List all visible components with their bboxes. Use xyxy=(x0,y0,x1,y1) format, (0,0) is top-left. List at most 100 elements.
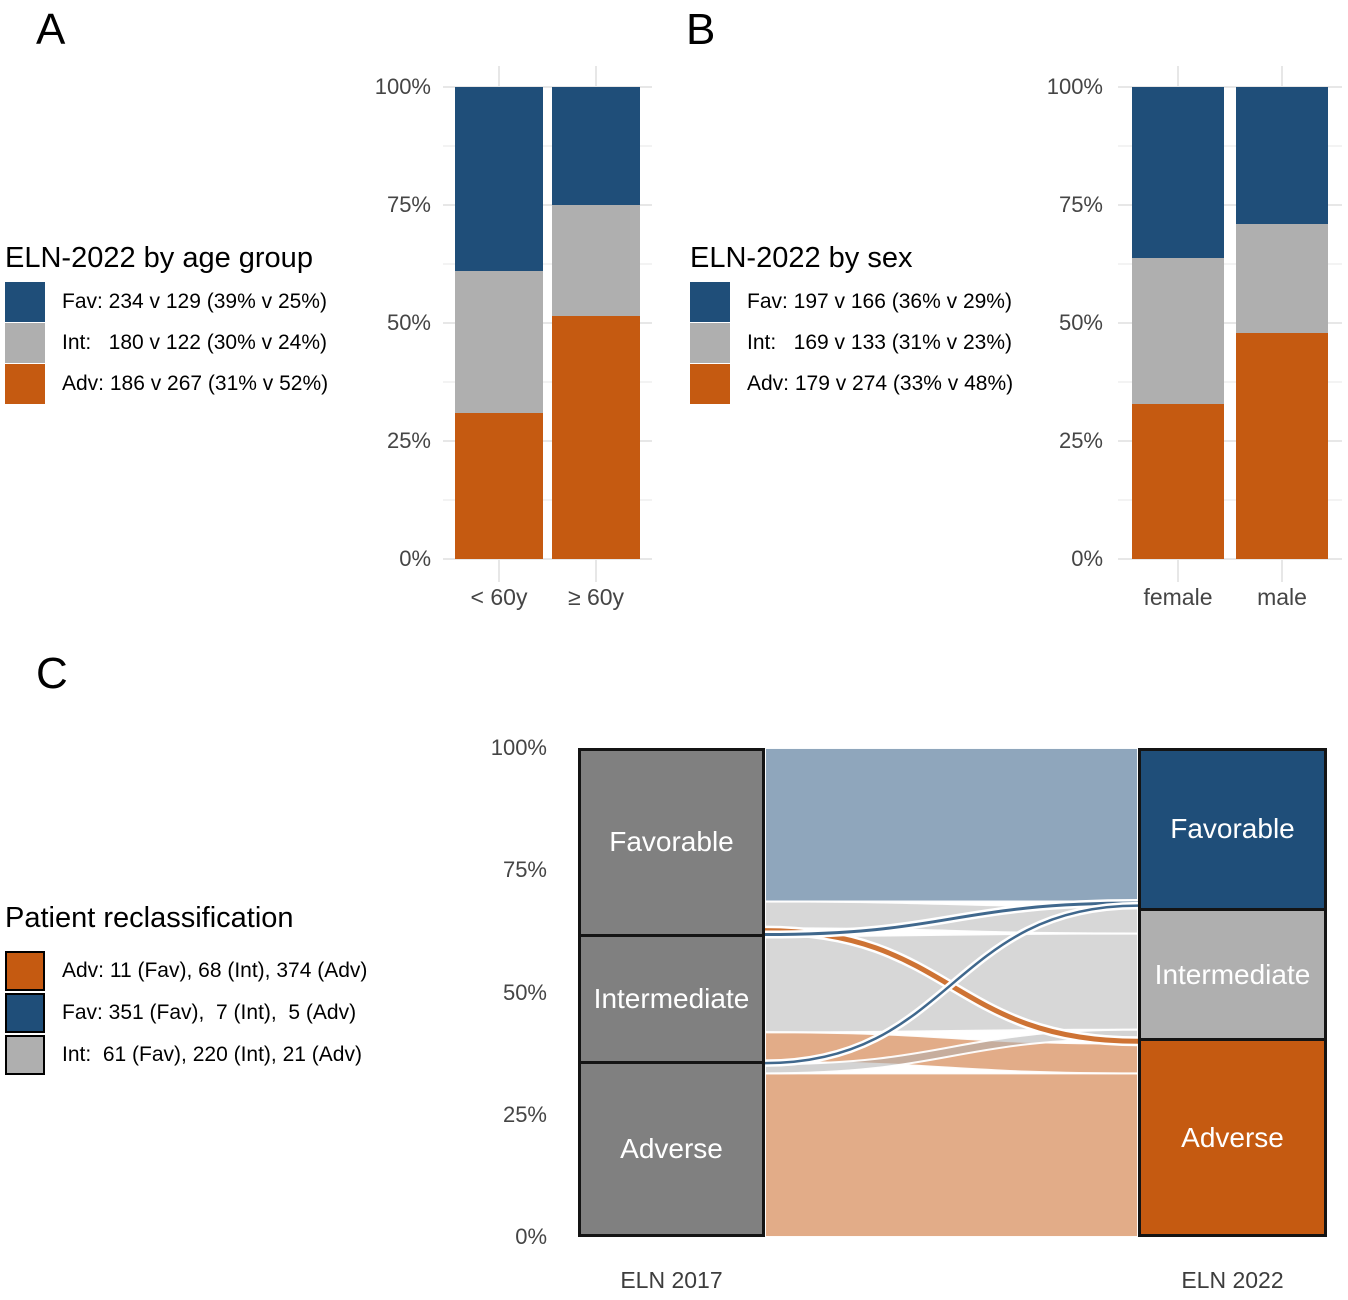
bar-segment-int xyxy=(552,204,640,316)
stratum-eln2022-adverse: Adverse xyxy=(1141,1038,1324,1234)
fav-swatch xyxy=(690,281,730,322)
gridline-major xyxy=(1118,322,1342,324)
stratum-eln2017-column: Favorable Intermediate Adverse xyxy=(578,748,765,1237)
y-tick-label: 100% xyxy=(374,74,431,99)
gridline-minor xyxy=(443,499,652,501)
stratum-eln2017-intermediate: Intermediate xyxy=(581,933,762,1062)
y-tick-label: 0% xyxy=(1071,546,1103,571)
legend-c-int-label: Int: 61 (Fav), 220 (Int), 21 (Adv) xyxy=(62,1043,362,1066)
stratum-eln2017-favorable-label: Favorable xyxy=(609,826,734,858)
legend-c-fav-label: Fav: 351 (Fav), 7 (Int), 5 (Adv) xyxy=(62,1001,357,1024)
int-swatch xyxy=(5,1035,45,1075)
x-category-label: female xyxy=(1143,584,1213,610)
int-swatch xyxy=(690,322,730,363)
legend-b-item-adv: Adv: 179 v 274 (33% v 48%) xyxy=(690,363,1013,404)
x-category-label: male xyxy=(1257,584,1307,610)
legend-a-item-adv: Adv: 186 v 267 (31% v 52%) xyxy=(5,363,328,404)
stratum-eln2022-column: Favorable Intermediate Adverse xyxy=(1138,748,1327,1237)
gridline-major xyxy=(1118,204,1342,206)
bar-segment-adv xyxy=(552,315,640,559)
legend-b-int-label: Int: 169 v 133 (31% v 23%) xyxy=(747,330,1012,354)
flow-adverse-to-intermediate xyxy=(764,1028,1139,1075)
gridline-minor xyxy=(1118,499,1342,501)
legend-b-item-fav: Fav: 197 v 166 (36% v 29%) xyxy=(690,281,1013,322)
legend-a-int-label: Int: 180 v 122 (30% v 24%) xyxy=(62,330,327,354)
bar-male xyxy=(1236,87,1328,559)
bar-segment-fav xyxy=(1132,87,1224,258)
y-tick-label: 25% xyxy=(1058,428,1103,453)
legend-b-fav-label: Fav: 197 v 166 (36% v 29%) xyxy=(747,289,1012,313)
bar-segment-adv xyxy=(1236,333,1328,559)
stratum-eln2022-favorable-label: Favorable xyxy=(1170,813,1295,845)
stratum-eln2017-adverse-label: Adverse xyxy=(620,1133,723,1165)
bar-female xyxy=(1132,87,1224,559)
legend-c-item-int: Int: 61 (Fav), 220 (Int), 21 (Adv) xyxy=(5,1034,367,1076)
int-swatch xyxy=(5,322,45,363)
flow-adverse-to-favorable xyxy=(764,904,1139,1065)
gridline-major xyxy=(1118,440,1342,442)
legend-c-title: Patient reclassification xyxy=(5,902,294,934)
legend-a-item-int: Int: 180 v 122 (30% v 24%) xyxy=(5,322,328,363)
flow-intermediate-to-adverse xyxy=(764,1031,1139,1075)
stratum-eln2022-favorable: Favorable xyxy=(1141,751,1324,908)
axis-label-eln2017: ELN 2017 xyxy=(620,1267,723,1293)
adv-swatch xyxy=(5,363,45,404)
y-tick-label: 75% xyxy=(502,857,547,883)
bar-segment-adv xyxy=(1132,403,1224,559)
gridline-minor xyxy=(443,381,652,383)
gridline-major xyxy=(1118,86,1342,88)
legend-b-rows: Fav: 197 v 166 (36% v 29%) Int: 169 v 13… xyxy=(690,281,1013,404)
stratum-eln2022-adverse-label: Adverse xyxy=(1181,1121,1284,1153)
flow-intermediate-to-intermediate xyxy=(764,932,1139,1034)
y-tick-label: 75% xyxy=(1058,192,1103,217)
legend-b-title: ELN-2022 by sex xyxy=(690,242,913,274)
panel-b-letter: B xyxy=(686,5,716,54)
legend-a-title: ELN-2022 by age group xyxy=(5,242,313,274)
flow-favorable-to-favorable xyxy=(764,746,1139,903)
y-tick-label: 0% xyxy=(515,1224,547,1249)
y-tick-label: 50% xyxy=(386,310,431,335)
bar-segment-int xyxy=(1236,223,1328,334)
axis-label-eln2022: ELN 2022 xyxy=(1181,1267,1284,1293)
adv-swatch xyxy=(690,363,730,404)
bar-segment-adv xyxy=(455,412,543,559)
flow-intermediate-to-favorable xyxy=(764,901,1139,937)
stratum-eln2017-favorable: Favorable xyxy=(581,751,762,934)
gridline-minor xyxy=(443,263,652,265)
x-category-label: ≥ 60y xyxy=(567,584,625,610)
gridline-minor xyxy=(1118,263,1342,265)
bar-segment-fav xyxy=(552,87,640,205)
y-tick-label: 0% xyxy=(399,546,431,571)
adv-swatch xyxy=(5,951,45,991)
flow-favorable-to-intermediate xyxy=(764,900,1139,935)
legend-panel-c: Patient reclassification Adv: 11 (Fav), … xyxy=(5,900,367,1076)
legend-b-adv-label: Adv: 179 v 274 (33% v 48%) xyxy=(747,371,1014,395)
stratum-eln2017-adverse: Adverse xyxy=(581,1061,762,1234)
flow-favorable-to-adverse xyxy=(764,928,1139,1044)
gridline-major xyxy=(1118,558,1342,560)
panel-c-letter: C xyxy=(36,649,68,698)
y-tick-label: 25% xyxy=(502,1101,547,1127)
legend-c-item-adv: Adv: 11 (Fav), 68 (Int), 374 (Adv) xyxy=(5,950,367,992)
gridline-major xyxy=(443,204,652,206)
bar-segment-fav xyxy=(1236,87,1328,224)
legend-panel-b: ELN-2022 by sex Fav: 197 v 166 (36% v 29… xyxy=(690,240,1013,404)
legend-panel-a: ELN-2022 by age group Fav: 234 v 129 (39… xyxy=(5,240,328,404)
legend-c-adv-label: Adv: 11 (Fav), 68 (Int), 374 (Adv) xyxy=(62,959,368,982)
gridline-major xyxy=(443,322,652,324)
legend-b-item-int: Int: 169 v 133 (31% v 23%) xyxy=(690,322,1013,363)
bar-segment-int xyxy=(455,271,543,413)
y-tick-label: 75% xyxy=(386,192,431,217)
bar-< 60y xyxy=(455,87,543,559)
legend-c-item-fav: Fav: 351 (Fav), 7 (Int), 5 (Adv) xyxy=(5,992,367,1034)
y-tick-label: 50% xyxy=(1058,310,1103,335)
stratum-eln2017-intermediate-label: Intermediate xyxy=(593,982,750,1014)
legend-a-adv-label: Adv: 186 v 267 (31% v 52%) xyxy=(62,371,329,395)
stratum-eln2022-intermediate: Intermediate xyxy=(1141,907,1324,1039)
bar-≥ 60y xyxy=(552,87,640,559)
y-tick-label: 25% xyxy=(386,428,431,453)
gridline-minor xyxy=(1118,145,1342,147)
legend-a-fav-label: Fav: 234 v 129 (39% v 25%) xyxy=(62,289,327,313)
flow-halo-favorable-to-adverse xyxy=(764,925,1139,1047)
legend-a-rows: Fav: 234 v 129 (39% v 25%) Int: 180 v 12… xyxy=(5,281,328,404)
